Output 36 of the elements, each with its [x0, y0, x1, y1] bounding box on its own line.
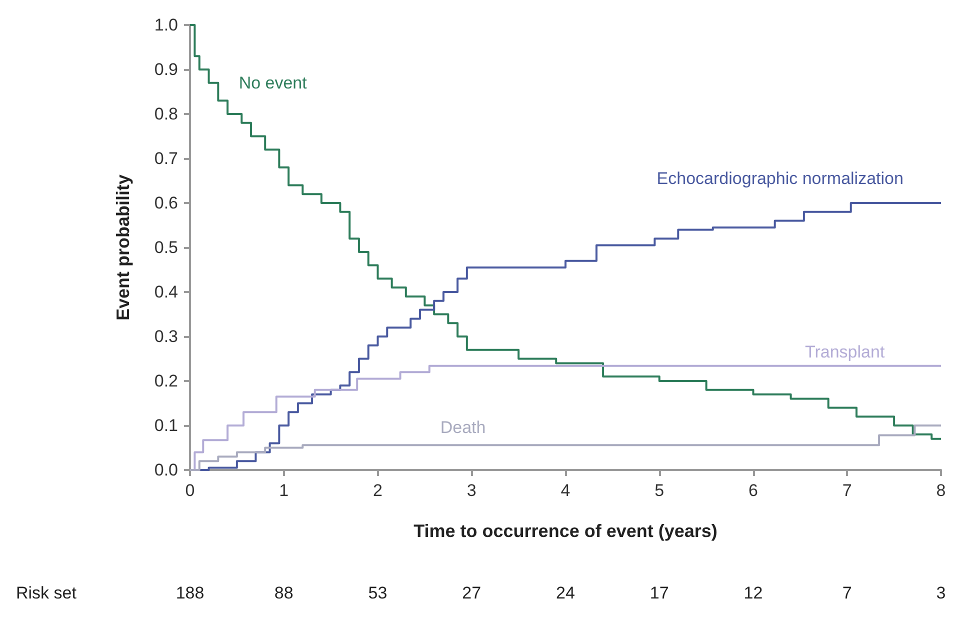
y-tick-label: 0.3 [154, 327, 178, 346]
text: 17 [650, 584, 669, 602]
series-label: Transplant [804, 342, 885, 362]
y-tick-label: 0.2 [154, 372, 178, 390]
y-tick-label: 0.9 [154, 60, 178, 79]
y-tick-label: 0.7 [154, 149, 178, 168]
y-tick-label: 0.6 [154, 194, 178, 212]
text: 24 [556, 584, 575, 602]
text: 7 [842, 584, 852, 602]
x-tick-label: 7 [842, 481, 852, 500]
text: 88 [274, 584, 294, 602]
text: 27 [462, 584, 482, 602]
y-tick-label: 1.0 [154, 16, 178, 34]
x-tick-label: 4 [560, 481, 570, 500]
text: 12 [744, 584, 763, 602]
y-tick-label: 0.0 [154, 460, 178, 480]
x-tick-label: 6 [748, 481, 758, 500]
x-tick-label: 8 [936, 481, 946, 500]
x-tick-label: 5 [654, 481, 664, 500]
text: 3 [936, 584, 946, 602]
y-tick-label: 0.4 [154, 282, 178, 302]
x-axis-title: Time to occurrence of event (years) [414, 521, 718, 541]
x-tick-label: 2 [373, 481, 382, 500]
text: Risk set [16, 584, 77, 602]
text: 53 [368, 584, 388, 602]
y-tick-label: 0.8 [154, 104, 178, 124]
text: 188 [176, 584, 204, 602]
y-axis-title: Event probability [113, 174, 133, 321]
x-tick-label: 1 [279, 481, 289, 500]
x-tick-label: 3 [466, 481, 476, 500]
series-label: Death [440, 418, 486, 438]
series-label: Echocardiographic normalization [656, 169, 904, 188]
series-label: No event [238, 73, 308, 92]
y-tick-label: 0.5 [154, 238, 178, 257]
x-tick-label: 0 [185, 481, 195, 500]
y-tick-label: 0.1 [154, 416, 178, 435]
